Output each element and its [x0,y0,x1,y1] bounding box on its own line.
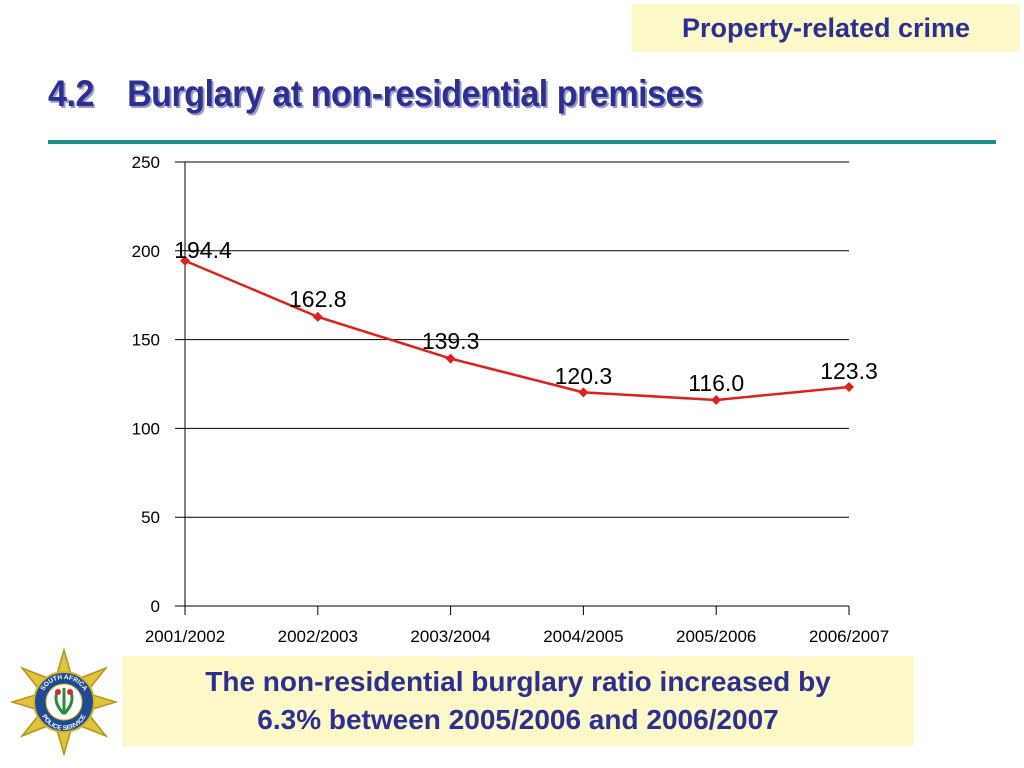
title-text: Burglary at non-residential premises [127,73,703,114]
data-point-marker [578,387,589,398]
y-tick-label: 0 [151,597,160,616]
y-tick-label: 150 [132,331,160,350]
data-point-marker [445,353,456,364]
x-tick-label: 2002/2003 [278,627,358,646]
page-title: 4.2 Burglary at non-residential premises [48,66,703,122]
data-label: 194.4 [174,237,232,263]
data-point-marker [711,394,722,405]
caption-box: The non-residential burglary ratio incre… [122,656,914,746]
series-line [184,259,850,402]
x-tick-label: 2003/2004 [410,627,490,646]
line-chart: 0 50 100 150 200 250 2001/2002 2002/2003 2003/20… [132,153,890,646]
data-point-marker [180,255,190,266]
x-tick-label: 2004/2005 [543,627,623,646]
data-point-marker [312,311,323,322]
section-tag-label: Property-related crime [681,12,971,43]
caption-line-2: 6.3% between 2005/2006 and 2006/2007 [257,704,779,735]
data-point-marker [844,382,854,393]
data-label: 162.8 [289,286,347,312]
data-label: 120.3 [555,363,613,389]
y-tick-label: 250 [132,153,160,172]
y-tick-label: 200 [132,242,160,261]
x-tick-label: 2005/2006 [676,627,756,646]
data-label: 139.3 [422,328,480,354]
police-star-badge-icon: SOUTH AFRICA POLICE SERVICE [10,648,118,756]
title-divider [48,140,996,144]
y-tick-label: 100 [132,419,160,438]
data-label: 123.3 [820,358,878,384]
caption-line-1: The non-residential burglary ratio incre… [205,666,831,697]
x-tick-label: 2006/2007 [809,627,889,646]
x-tick-label: 2001/2002 [145,627,225,646]
title-number: 4.2 [48,73,94,114]
y-tick-label: 50 [141,508,160,527]
data-label: 116.0 [688,370,744,396]
section-tag: Property-related crime [632,4,1020,52]
